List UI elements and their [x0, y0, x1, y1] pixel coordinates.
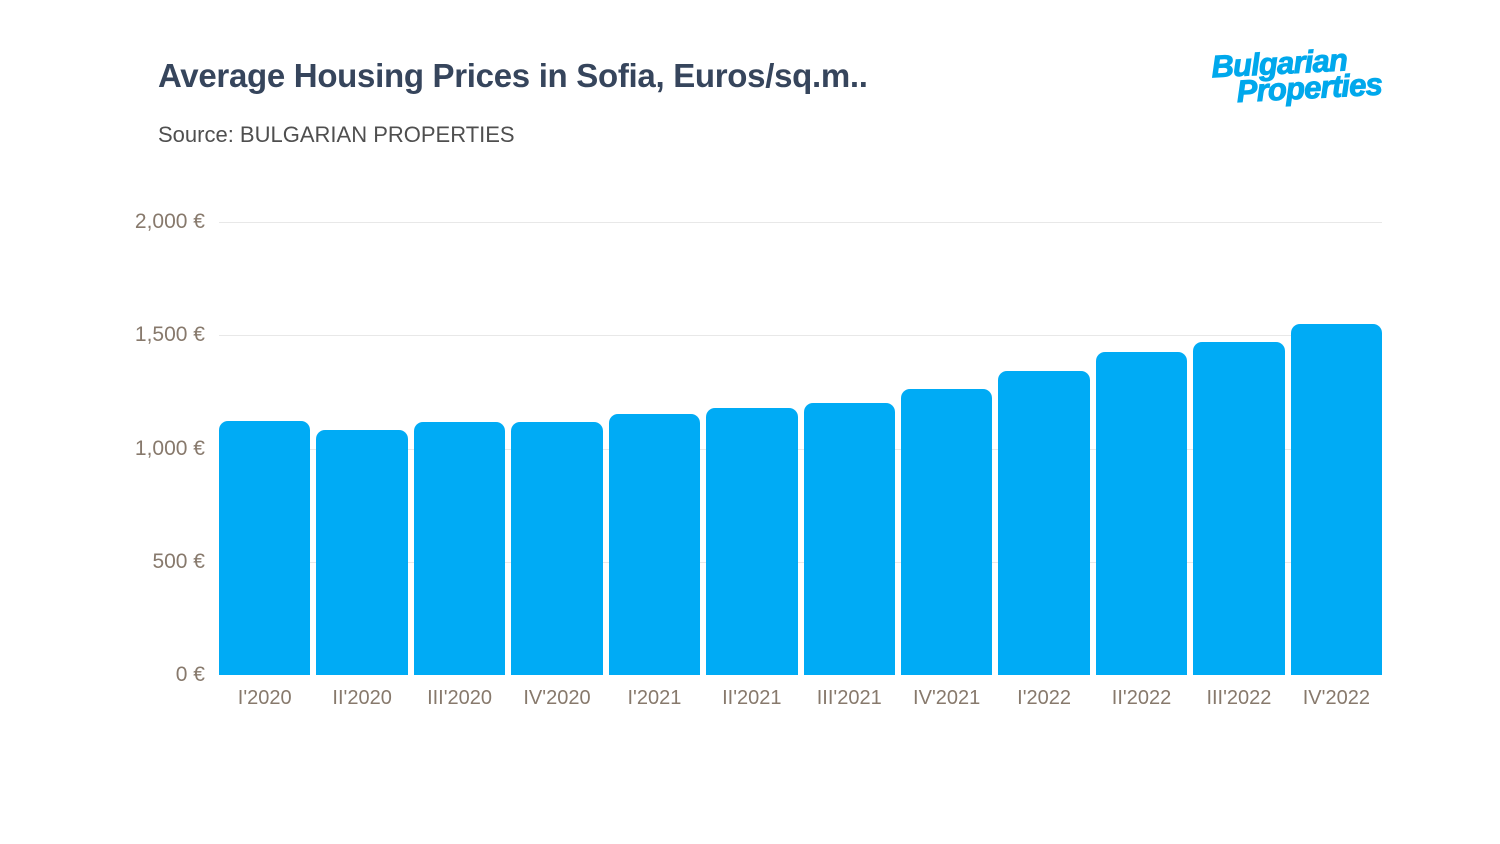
gridline: [219, 222, 1382, 223]
x-tick-label: IV'2020: [523, 687, 591, 709]
bar-IV'2020[interactable]: [511, 421, 603, 675]
x-tick-label: I'2020: [237, 687, 292, 709]
chart-title: Average Housing Prices in Sofia, Euros/s…: [158, 57, 868, 94]
bar-III'2021[interactable]: [803, 402, 895, 675]
x-tick-label: II'2020: [332, 687, 392, 709]
y-tick-label: 0 €: [175, 663, 205, 686]
x-tick-label: IV'2022: [1302, 687, 1370, 709]
bar-I'2022[interactable]: [998, 370, 1090, 675]
bar-IV'2021[interactable]: [900, 389, 993, 675]
bar-III'2020[interactable]: [413, 422, 506, 675]
gridline: [219, 448, 1382, 450]
x-tick-label: I'2022: [1017, 687, 1072, 709]
y-tick-label: 1,500 €: [134, 323, 205, 347]
bar-IV'2022[interactable]: [1290, 324, 1383, 675]
bar-I'2021[interactable]: [608, 414, 701, 675]
y-tick-label: 2,000 €: [134, 210, 205, 233]
y-tick-label: 500 €: [152, 549, 205, 573]
x-tick-label: IV'2021: [913, 687, 981, 709]
bar-II'2021[interactable]: [706, 408, 798, 675]
x-tick-label: III'2021: [816, 687, 882, 709]
x-axis: I'2020 II'2020 III'2020 IV'2020 I'2021 II'202…: [219, 687, 1382, 710]
bar-I'2020[interactable]: [219, 420, 311, 675]
gridline: [219, 335, 1382, 337]
chart-source: Source: BULGARIAN PROPERTIES: [158, 122, 515, 147]
x-tick-label: I'2021: [627, 687, 682, 709]
y-tick-label: 1,000 €: [134, 436, 205, 460]
bar-II'2020[interactable]: [316, 430, 408, 675]
bars: [219, 222, 1383, 675]
bar-II'2022[interactable]: [1095, 352, 1188, 675]
gridline: [219, 561, 1382, 563]
x-tick-label: III'2020: [427, 687, 493, 709]
x-tick-label: III'2022: [1206, 687, 1272, 709]
gridlines: [219, 222, 1382, 675]
bar-III'2022[interactable]: [1193, 342, 1285, 675]
x-tick-label: II'2021: [722, 687, 782, 709]
x-tick-label: II'2022: [1111, 687, 1172, 709]
plot-area: [219, 222, 1383, 675]
